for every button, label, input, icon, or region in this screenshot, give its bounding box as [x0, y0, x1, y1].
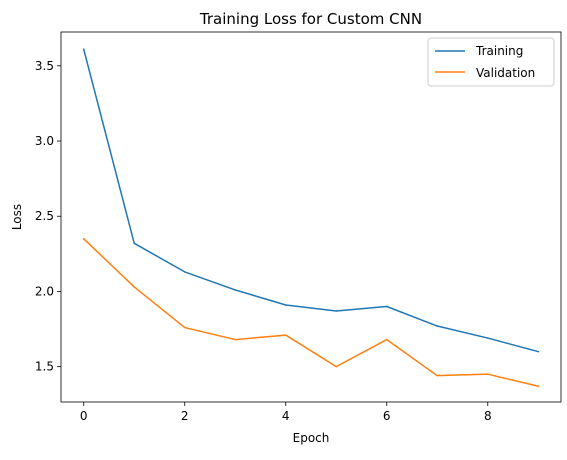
x-tick-label: 8 — [484, 409, 492, 423]
x-tick-label: 2 — [181, 409, 189, 423]
series-line-validation — [82, 237, 540, 388]
y-tick-label: 3.0 — [35, 134, 54, 148]
series-layer — [82, 48, 540, 388]
x-tick-label: 6 — [383, 409, 391, 423]
data-point-training — [234, 289, 236, 291]
y-tick-label: 1.5 — [35, 360, 54, 374]
data-point-validation — [284, 334, 287, 336]
data-point-validation — [82, 238, 85, 240]
x-tick-label: 0 — [80, 409, 88, 423]
data-point-validation — [335, 365, 338, 368]
x-axis-label: Epoch — [293, 431, 330, 445]
data-point-validation — [487, 373, 489, 375]
data-point-validation — [386, 338, 388, 341]
data-point-validation — [234, 338, 236, 341]
x-tick-label: 4 — [282, 409, 290, 423]
y-tick-label: 2.5 — [35, 209, 54, 223]
data-point-validation — [183, 326, 186, 329]
legend-box — [427, 37, 555, 87]
data-point-training — [335, 310, 338, 312]
y-tick-label: 2.0 — [35, 284, 54, 298]
data-point-validation — [133, 286, 135, 288]
data-point-validation — [537, 385, 540, 387]
chart-title: Training Loss for Custom CNN — [199, 10, 422, 28]
data-point-training — [183, 271, 186, 273]
series-line-training — [82, 48, 540, 353]
data-point-training — [487, 337, 489, 339]
ticks-layer: 0 2 4 6 8 1.5 2.0 2.5 3.0 3.5 — [35, 59, 492, 423]
data-point-training — [284, 304, 287, 306]
data-point-training — [436, 325, 439, 327]
axes-frame — [60, 31, 562, 403]
data-point-training — [537, 350, 540, 353]
data-point-validation — [436, 374, 439, 377]
legend-label-validation: Validation — [476, 66, 535, 80]
legend: Training Validation — [427, 37, 555, 87]
data-point-training — [386, 305, 388, 308]
data-point-training — [82, 48, 85, 51]
y-tick-label: 3.5 — [35, 59, 54, 73]
legend-label-training: Training — [475, 44, 523, 58]
y-axis-label: Loss — [10, 204, 24, 230]
plot-area — [61, 32, 561, 402]
data-point-training — [133, 242, 135, 245]
